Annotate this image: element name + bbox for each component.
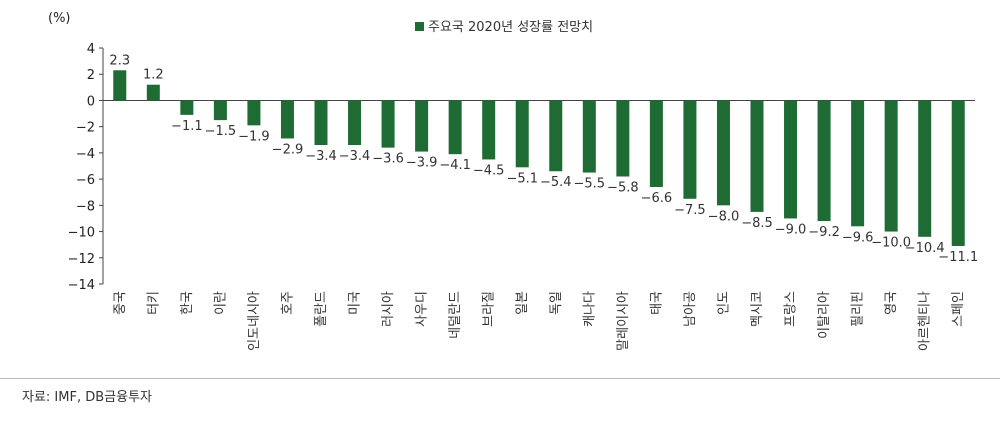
data-label: −2.9 — [272, 142, 304, 157]
data-label: −9.0 — [775, 222, 807, 237]
y-tick-label: −8 — [76, 199, 95, 214]
category-label: 영국 — [884, 291, 899, 315]
data-labels: 2.31.2−1.1 −1.5 −1.9−2.9 −3.4 −3.4 −3.6 −3.9 −4… — [109, 53, 978, 265]
category-label: 브라질 — [482, 291, 497, 327]
data-label: −8.0 — [708, 209, 740, 224]
data-label: −9.6 — [842, 230, 874, 245]
data-label: −3.6 — [372, 152, 404, 167]
bar — [314, 100, 328, 146]
data-label: −1.5 — [205, 124, 237, 139]
source-note: 자료: IMF, DB금융투자 — [22, 390, 152, 405]
category-label: 캐나다 — [582, 291, 597, 327]
legend-label: 주요국 2020년 성장률 전망치 — [428, 20, 593, 35]
category-label: 스페인 — [951, 291, 966, 327]
data-label: −11.1 — [938, 250, 978, 265]
data-label: −1.1 — [171, 119, 203, 134]
y-tick-label: −2 — [76, 121, 95, 136]
y-tick-label: 0 — [87, 94, 95, 109]
data-label: −1.9 — [238, 129, 270, 144]
bar — [884, 100, 898, 232]
bar — [280, 100, 294, 139]
data-label: −5.1 — [506, 171, 538, 186]
category-labels: 중국 터키 한국 이란 인도네시아 호주 폴란드 미국 러시아 사우디 네덜란드 브라질 일본 독일 캐나다… — [113, 291, 966, 351]
category-label: 미국 — [348, 291, 363, 315]
data-label: 1.2 — [143, 68, 164, 83]
bar — [851, 100, 865, 227]
bar — [180, 100, 194, 115]
category-label: 사우디 — [415, 291, 430, 327]
bar — [817, 100, 831, 222]
category-label: 독일 — [549, 291, 564, 315]
data-label: −3.4 — [305, 149, 337, 164]
bar — [716, 100, 730, 206]
category-label: 아르헨티나 — [918, 291, 933, 351]
bar — [918, 100, 932, 237]
bar — [213, 100, 227, 121]
bar — [381, 100, 395, 148]
bar — [951, 100, 965, 246]
bar — [482, 100, 496, 160]
bar — [247, 100, 261, 126]
data-label: −8.5 — [741, 216, 773, 231]
bar — [616, 100, 630, 177]
category-label: 이란 — [213, 291, 228, 315]
category-label: 일본 — [515, 291, 530, 315]
category-label: 프랑스 — [784, 291, 799, 327]
category-label: 네덜란드 — [448, 291, 463, 339]
data-label: −9.2 — [808, 225, 840, 240]
category-label: 남아공 — [683, 291, 698, 327]
y-tick-label: −12 — [68, 252, 95, 267]
data-label: −5.4 — [540, 175, 572, 190]
category-label: 호주 — [280, 291, 295, 315]
category-label: 인도네시아 — [247, 291, 262, 351]
y-tick-label: 2 — [87, 68, 95, 83]
y-tick-label: −14 — [68, 278, 95, 293]
y-tick-label: 4 — [87, 42, 95, 57]
data-label: −3.4 — [339, 149, 371, 164]
bar — [515, 100, 529, 168]
data-label: −10.0 — [871, 236, 911, 251]
category-label: 말레이시아 — [616, 291, 631, 351]
category-label: 필리핀 — [851, 291, 866, 327]
data-label: −5.8 — [607, 180, 639, 195]
data-label: −4.5 — [473, 163, 505, 178]
y-tick-label: −6 — [76, 173, 95, 188]
category-label: 이탈리아 — [817, 291, 832, 339]
category-label: 한국 — [180, 291, 195, 315]
footer-divider — [0, 378, 1000, 379]
category-label: 멕시코 — [750, 291, 765, 327]
data-label: −4.1 — [439, 158, 471, 173]
bar — [582, 100, 596, 173]
category-label: 폴란드 — [314, 291, 329, 327]
y-axis-unit-label: (%) — [48, 11, 71, 26]
legend-swatch — [415, 22, 424, 31]
data-label: −3.9 — [406, 156, 438, 171]
category-label: 터키 — [146, 291, 161, 315]
bar — [649, 100, 663, 187]
category-label: 러시아 — [381, 291, 396, 327]
data-label: 2.3 — [109, 53, 130, 68]
data-label: −5.5 — [574, 177, 606, 192]
bar — [348, 100, 362, 146]
bar — [549, 100, 563, 172]
category-label: 태국 — [649, 291, 664, 315]
data-label: −7.5 — [674, 203, 706, 218]
data-label: −6.6 — [641, 191, 673, 206]
bar — [415, 100, 429, 152]
bar — [448, 100, 462, 155]
data-label: −10.4 — [905, 241, 945, 256]
y-axis: 4 2 0 −2 −4 −6 −8 −10 −12 −14 — [68, 42, 975, 293]
category-label: 인도 — [716, 291, 731, 315]
bar — [146, 84, 160, 101]
bar — [750, 100, 764, 212]
bar — [113, 70, 127, 101]
bar — [784, 100, 798, 219]
y-tick-label: −10 — [68, 226, 95, 241]
bar-series — [113, 70, 965, 246]
y-tick-label: −4 — [76, 147, 95, 162]
bar — [683, 100, 697, 199]
category-label: 중국 — [113, 291, 128, 315]
